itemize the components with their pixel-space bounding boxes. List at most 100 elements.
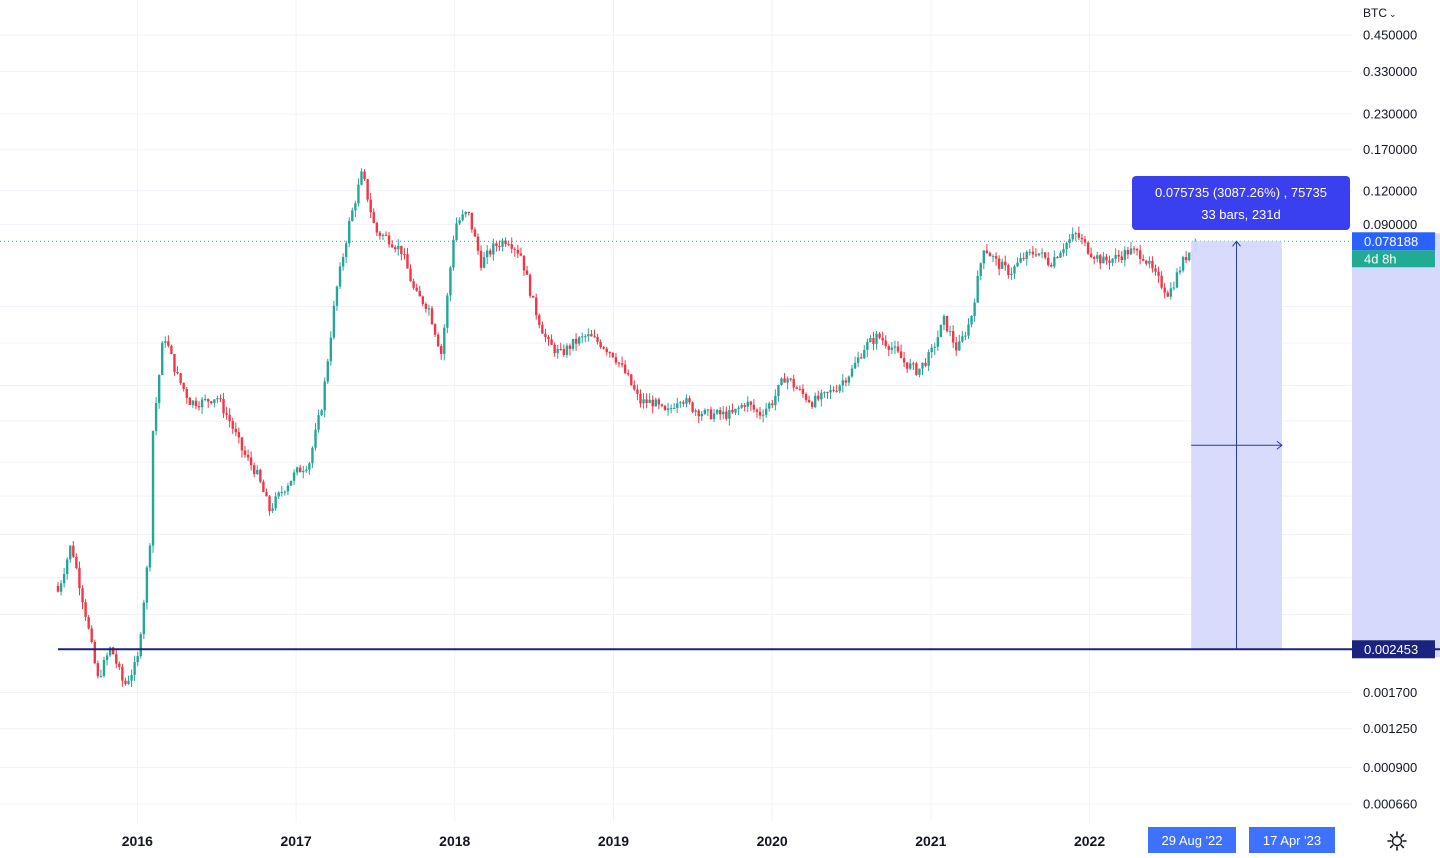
- candle-body: [798, 388, 802, 390]
- candle-body: [550, 339, 553, 345]
- candle-body: [249, 457, 253, 466]
- candle-body: [464, 211, 467, 215]
- candle-body: [856, 357, 860, 363]
- candle-body: [338, 266, 342, 287]
- candle-body: [752, 404, 756, 410]
- candle-body: [593, 336, 596, 338]
- gear-icon[interactable]: [1386, 830, 1408, 852]
- candle-body: [222, 399, 225, 414]
- candle-body: [148, 545, 152, 568]
- candle-body: [283, 491, 287, 493]
- candle-body: [1016, 262, 1019, 267]
- candle-body: [111, 647, 115, 655]
- candle-body: [574, 338, 578, 344]
- candle-body: [627, 373, 630, 375]
- candle-body: [948, 331, 952, 333]
- horizontal-line-price-tag: [1352, 640, 1435, 659]
- candle-body: [253, 465, 256, 475]
- candle-body: [452, 239, 455, 268]
- currency-selector[interactable]: BTC ⌄: [1363, 6, 1397, 20]
- candle-body: [1108, 260, 1111, 263]
- candle-body: [1037, 253, 1041, 256]
- candle-body: [164, 341, 167, 343]
- candle-body: [789, 378, 792, 380]
- candle-body: [804, 393, 808, 400]
- candle-body: [277, 492, 280, 497]
- candle-body: [1007, 265, 1010, 275]
- measure-tooltip-line2: 33 bars, 231d: [1201, 207, 1281, 222]
- candle-body: [292, 472, 296, 481]
- candle-body: [847, 376, 851, 383]
- candle-body: [115, 654, 118, 664]
- candle-body: [1056, 257, 1059, 259]
- candle-body: [1074, 233, 1077, 235]
- candle-body: [397, 245, 400, 250]
- candle-body: [682, 402, 685, 404]
- candle-body: [991, 256, 995, 258]
- candle-body: [1059, 252, 1062, 258]
- candle-body: [1062, 249, 1065, 253]
- candle-body: [559, 349, 562, 351]
- candle-body: [311, 447, 314, 464]
- candle-body: [1117, 254, 1120, 257]
- candle-body: [651, 399, 654, 407]
- candle-body: [145, 567, 149, 603]
- candle-body: [976, 275, 979, 303]
- candle-body: [65, 559, 69, 575]
- candle-body: [182, 382, 185, 390]
- candle-body: [280, 492, 283, 494]
- candle-body: [335, 286, 339, 306]
- candle-body: [421, 296, 425, 304]
- candle-body: [1080, 237, 1084, 240]
- candle-body: [1086, 242, 1090, 254]
- candle-body: [433, 324, 437, 335]
- measure-end-date: 17 Apr '23: [1263, 833, 1321, 848]
- candle-body: [72, 545, 75, 557]
- candle-body: [973, 302, 976, 316]
- candle-body: [228, 414, 231, 422]
- drawing-overlay[interactable]: 0.075735 (3087.26%) , 75735 33 bars, 231d…: [0, 176, 1440, 853]
- candle-body: [859, 357, 863, 359]
- candle-body: [706, 409, 710, 411]
- candle-body: [406, 254, 409, 269]
- candle-body: [1163, 287, 1166, 293]
- candle-body: [685, 398, 688, 404]
- candle-body: [881, 337, 884, 341]
- candle-body: [853, 362, 857, 369]
- candle-body: [121, 666, 124, 681]
- candle-body: [547, 337, 550, 340]
- candle-body: [87, 616, 90, 629]
- candle-body: [479, 250, 483, 268]
- x-tick-label: 2020: [757, 833, 788, 849]
- candle-body: [786, 378, 789, 383]
- candle-body: [1043, 252, 1047, 258]
- candle-body: [869, 338, 872, 343]
- candle-body: [234, 428, 238, 433]
- candle-body: [964, 335, 967, 337]
- candle-body: [715, 409, 719, 414]
- candle-body: [614, 357, 618, 363]
- candle-body: [1028, 251, 1032, 253]
- candle-body: [611, 352, 615, 358]
- candle-body: [783, 378, 786, 383]
- candle-body: [826, 392, 829, 394]
- candle-body: [449, 267, 452, 296]
- candle-body: [295, 467, 299, 473]
- candle-body: [909, 363, 912, 369]
- candle-body: [268, 496, 271, 511]
- candle-body: [679, 402, 682, 404]
- candle-body: [360, 171, 363, 185]
- candle-body: [403, 254, 406, 256]
- candle-body: [139, 634, 142, 657]
- candle-body: [905, 362, 909, 369]
- candle-body: [556, 349, 559, 354]
- candle-body: [666, 408, 670, 410]
- candle-body: [90, 628, 93, 642]
- candle-body: [939, 324, 943, 338]
- candle-body: [1050, 264, 1053, 267]
- candle-body: [1046, 257, 1050, 265]
- candle-body: [902, 358, 906, 363]
- candle-body: [348, 221, 351, 244]
- candle-body: [443, 327, 446, 354]
